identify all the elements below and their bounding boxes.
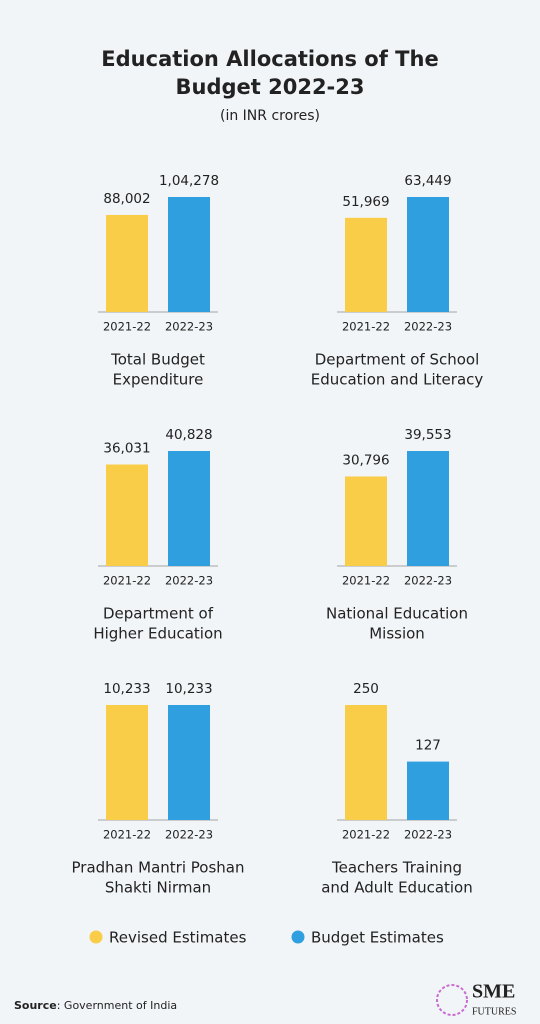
category-label: 2021-22 [342, 828, 390, 842]
category-label: 2022-23 [165, 828, 213, 842]
value-label: 10,233 [165, 681, 212, 697]
bar [106, 214, 148, 312]
subtitle: (in INR crores) [220, 108, 320, 124]
bar [168, 705, 210, 820]
chart-title: Shakti Nirman [105, 879, 211, 897]
chart-title: National Education [326, 605, 468, 623]
value-label: 30,796 [342, 452, 389, 468]
chart-title: Teachers Training [331, 859, 462, 877]
value-label: 36,031 [103, 441, 150, 457]
value-label: 88,002 [103, 191, 150, 207]
value-label: 10,233 [103, 681, 150, 697]
category-label: 2022-23 [404, 574, 452, 588]
value-label: 127 [415, 738, 441, 754]
chart-title: Higher Education [93, 625, 222, 643]
title-line: Budget 2022-23 [176, 75, 365, 99]
value-label: 51,969 [342, 194, 389, 210]
value-label: 63,449 [404, 173, 451, 189]
category-label: 2021-22 [103, 828, 151, 842]
bar [345, 476, 387, 566]
category-label: 2022-23 [404, 828, 452, 842]
bar [106, 464, 148, 566]
value-label: 1,04,278 [159, 173, 219, 189]
logo-ring [436, 984, 468, 1016]
value-label: 39,553 [404, 427, 451, 443]
chart-title: Mission [369, 625, 425, 643]
category-label: 2022-23 [404, 320, 452, 334]
chart-title: Department of [103, 605, 214, 623]
chart-title: Education and Literacy [311, 371, 484, 389]
bar [407, 197, 449, 312]
legend-label: Revised Estimates [109, 929, 247, 947]
chart-title: Expenditure [113, 371, 204, 389]
chart-title: Department of School [315, 351, 480, 369]
category-label: 2022-23 [165, 320, 213, 334]
category-label: 2022-23 [165, 574, 213, 588]
category-label: 2021-22 [342, 574, 390, 588]
brand-name: SME [472, 981, 515, 1003]
source: Source: Government of India [14, 999, 177, 1012]
category-label: 2021-22 [103, 320, 151, 334]
chart-title: and Adult Education [321, 879, 473, 897]
bar [345, 217, 387, 312]
value-label: 250 [353, 681, 379, 697]
chart-title: Total Budget [110, 351, 205, 369]
title-line: Education Allocations of The [101, 47, 438, 71]
source-label: Source [14, 999, 57, 1012]
category-label: 2021-22 [103, 574, 151, 588]
bar [407, 761, 449, 820]
bar [345, 705, 387, 820]
bar [168, 197, 210, 312]
source-text: : Government of India [57, 999, 177, 1012]
bar [106, 705, 148, 820]
bar [168, 451, 210, 566]
brand-tagline: FUTURES [472, 1006, 516, 1017]
legend-label: Budget Estimates [311, 929, 444, 947]
legend-swatch [291, 930, 305, 944]
brand-logo: SME FUTURES [436, 981, 516, 1017]
value-label: 40,828 [165, 427, 212, 443]
category-label: 2021-22 [342, 320, 390, 334]
bar [407, 451, 449, 566]
legend-swatch [89, 930, 103, 944]
chart-title: Pradhan Mantri Poshan [72, 859, 245, 877]
